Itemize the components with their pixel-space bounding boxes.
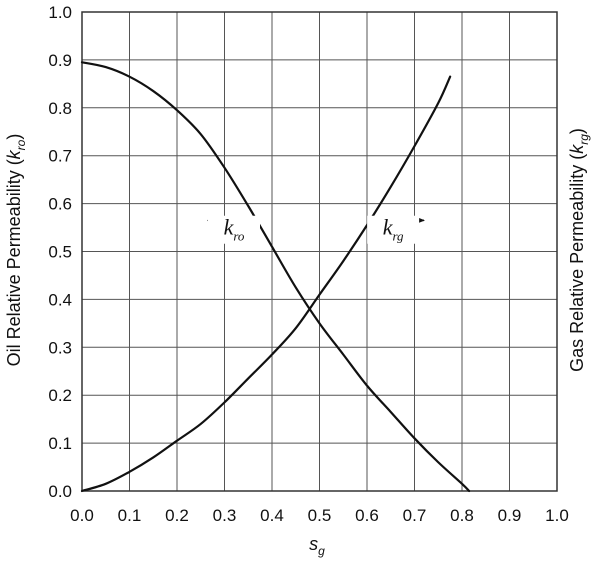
- plot-frame: [81, 11, 558, 492]
- grid: [81, 11, 558, 492]
- x-tick-label-4: 0.4: [260, 506, 284, 525]
- x-tick-label-10: 1.0: [545, 506, 569, 525]
- y-tick-label-3: 0.3: [48, 338, 72, 357]
- y-tick-label-4: 0.4: [48, 290, 72, 309]
- x-axis-label: sg: [309, 534, 325, 558]
- y-tick-label-2: 0.2: [48, 386, 72, 405]
- y-right-prefix: Gas Relative Permeability (: [567, 154, 587, 372]
- x-tick-label-8: 0.8: [450, 506, 474, 525]
- y-right-var: k: [567, 144, 587, 154]
- x-axis-label-sub: g: [318, 544, 325, 558]
- annotation-label-kro: kro: [224, 215, 245, 244]
- y-tick-labels: 0.0 0.1 0.2 0.3 0.4 0.5 0.6 0.7 0.8 0.9 1.0: [48, 3, 72, 501]
- y-tick-label-0: 0.0: [48, 482, 72, 501]
- annotation-label-var-kro: k: [224, 215, 235, 240]
- series-line-kro: [80, 61, 471, 493]
- x-tick-label-9: 0.9: [498, 506, 522, 525]
- x-tick-label-2: 0.2: [165, 506, 189, 525]
- y-right-sub: rg: [577, 134, 591, 145]
- y-right-suffix: ): [567, 128, 587, 134]
- x-tick-label-7: 0.7: [403, 506, 427, 525]
- series-line-krg: [80, 75, 452, 493]
- y-left-suffix: ): [4, 134, 24, 140]
- x-tick-labels: 0.0 0.1 0.2 0.3 0.4 0.5 0.6 0.7 0.8 0.9 1.0: [70, 506, 569, 525]
- y-left-var: k: [4, 149, 24, 159]
- series-lines: [80, 61, 471, 493]
- y-tick-label-7: 0.7: [48, 147, 72, 166]
- y-tick-label-8: 0.8: [48, 99, 72, 118]
- y-tick-label-5: 0.5: [48, 243, 72, 262]
- annotation-label-sub-kro: ro: [233, 229, 245, 244]
- annotation-label-sub-krg: rg: [392, 229, 404, 244]
- y-axis-label-left: Oil Relative Permeability (kro): [4, 134, 28, 367]
- plot-border: [81, 11, 558, 492]
- y-tick-label-1: 0.1: [48, 434, 72, 453]
- annotation-label-krg: krg: [383, 215, 404, 244]
- annotations: kro krg: [206, 215, 425, 244]
- annotation-label-bg-krg: [367, 215, 420, 244]
- y-tick-label-9: 0.9: [48, 51, 72, 70]
- y-left-sub: ro: [14, 139, 28, 150]
- y-tick-label-6: 0.6: [48, 195, 72, 214]
- annotation-label-bg-kro: [208, 215, 260, 244]
- x-axis-label-main: s: [309, 534, 318, 554]
- x-tick-label-3: 0.3: [213, 506, 237, 525]
- y-left-prefix: Oil Relative Permeability (: [4, 159, 24, 366]
- y-tick-label-10: 1.0: [48, 3, 72, 22]
- x-tick-label-0: 0.0: [70, 506, 94, 525]
- x-tick-label-1: 0.1: [118, 506, 142, 525]
- x-tick-label-6: 0.6: [355, 506, 379, 525]
- x-tick-label-5: 0.5: [308, 506, 332, 525]
- annotation-label-var-krg: k: [383, 215, 394, 240]
- y-axis-label-right: Gas Relative Permeability (krg): [567, 128, 591, 372]
